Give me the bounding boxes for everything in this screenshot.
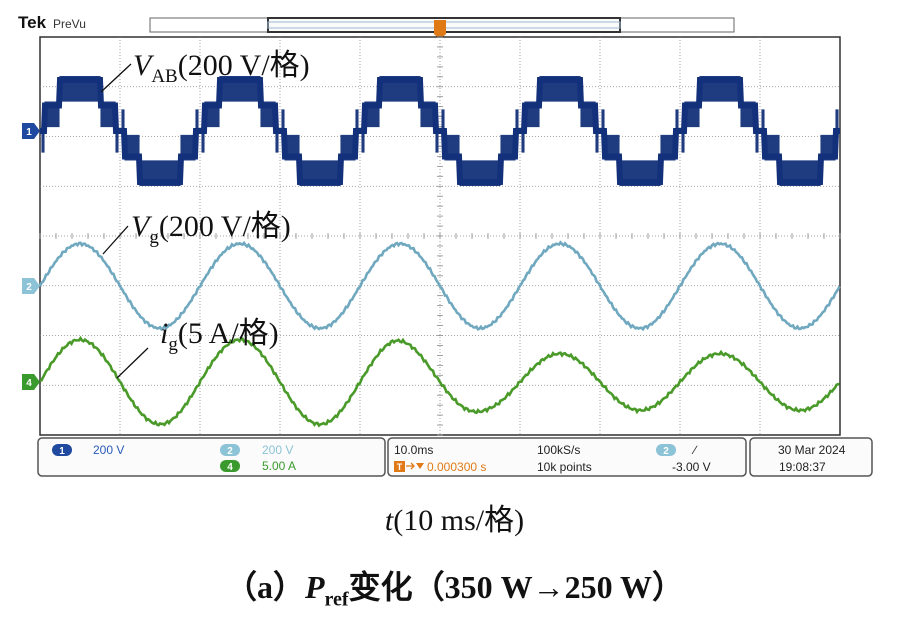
svg-text:T: T	[397, 462, 403, 472]
ch2-scale-readout[interactable]: 2 200 V	[220, 443, 293, 457]
svg-text:4: 4	[26, 378, 32, 389]
svg-text:1: 1	[59, 446, 65, 457]
time-readout: 19:08:37	[779, 460, 826, 474]
status-bar: 1 200 V 2 200 V 4 5.00 A 10.0ms 100kS/s …	[37, 437, 873, 477]
ch2-ground-marker[interactable]: 2	[22, 278, 40, 294]
ch1-scale-readout[interactable]: 1 200 V	[52, 443, 124, 457]
acquisition-panel	[387, 437, 747, 477]
vg-trace	[38, 240, 841, 332]
ig-trace	[39, 335, 840, 428]
ig-leader-line	[116, 347, 149, 379]
vg-annotation: Vg(200 V/格)	[131, 210, 291, 248]
mode-label: PreVu	[53, 17, 86, 31]
vab-trace	[40, 77, 840, 185]
ch1-ground-marker[interactable]: 1	[22, 123, 40, 139]
x-axis-label: t(10 ms/格)	[384, 504, 525, 537]
vab-leader-line	[100, 63, 132, 93]
brand-label: Tek	[18, 13, 47, 32]
svg-text:2: 2	[26, 282, 32, 293]
svg-text:200 V: 200 V	[262, 443, 293, 457]
date-readout: 30 Mar 2024	[778, 443, 846, 457]
svg-text:0.000300 s: 0.000300 s	[427, 460, 486, 474]
trigger-level-readout: -3.00 V	[672, 460, 711, 474]
vab-pwm-band	[41, 76, 839, 186]
svg-text:4: 4	[227, 462, 233, 473]
trigger-settings-readout[interactable]: 2 ∕ -3.00 V	[656, 443, 711, 474]
svg-text:1: 1	[26, 127, 32, 138]
channel-panel	[37, 437, 386, 477]
traces	[38, 76, 841, 428]
ig-annotation: ig(5 A/格)	[160, 317, 279, 355]
ch4-scale-readout[interactable]: 4 5.00 A	[220, 459, 296, 473]
figure-caption: （a）Pref变化（350 W→250 W）	[224, 569, 685, 611]
svg-text:200 V: 200 V	[93, 443, 124, 457]
vab-annotation: VAB(200 V/格)	[133, 49, 310, 87]
sample-rate-readout: 100kS/s	[537, 443, 580, 457]
ch4-ground-marker[interactable]: 4	[22, 374, 40, 390]
vg-leader-line	[102, 225, 129, 255]
trigger-slope-icon: ∕	[691, 443, 698, 457]
svg-text:5.00 A: 5.00 A	[262, 459, 296, 473]
oscilloscope-screen: Tek PreVu T 1 2 4 VAB(200 V/格) Vg(200 V/…	[18, 13, 873, 477]
svg-text:2: 2	[663, 446, 669, 457]
svg-text:2: 2	[227, 446, 233, 457]
record-length-readout: 10k points	[537, 460, 592, 474]
graticule	[39, 36, 841, 436]
timebase-readout[interactable]: 10.0ms	[394, 443, 433, 457]
clock-panel	[749, 437, 873, 477]
trigger-delay-readout[interactable]: T 0.000300 s	[394, 460, 486, 474]
